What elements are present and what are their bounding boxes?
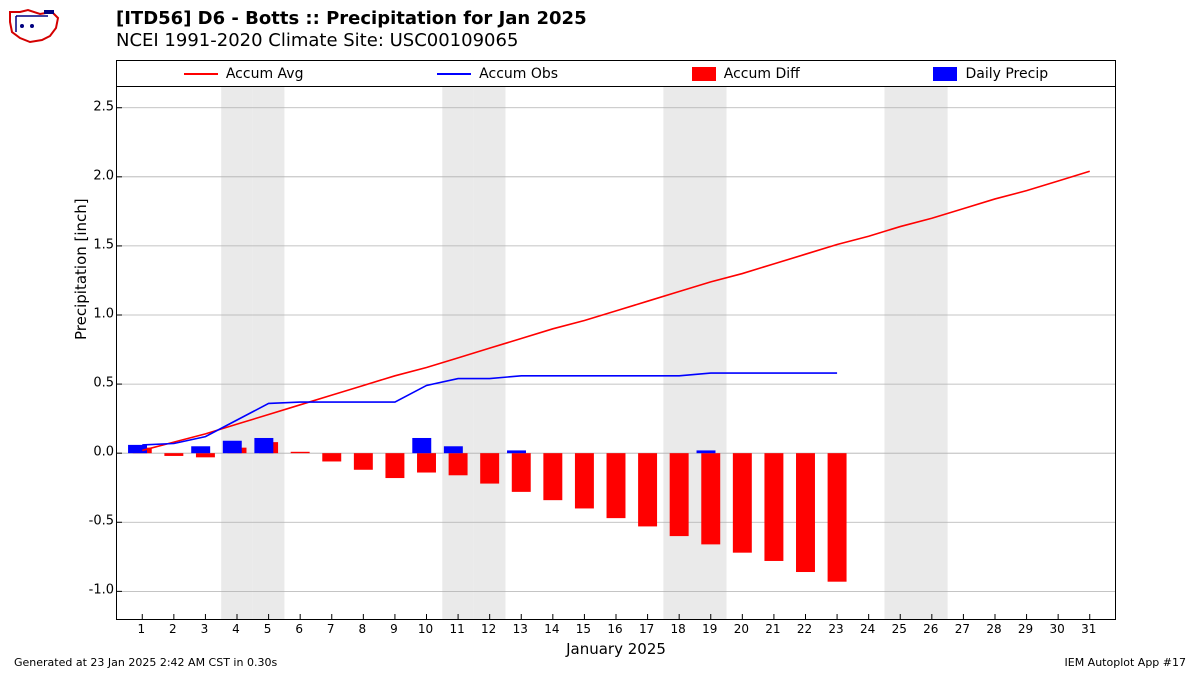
x-tick: 11 (449, 622, 464, 636)
legend-item-daily-precip: Daily Precip (933, 66, 1048, 82)
y-tick-labels: -1.0 -0.5 0.0 0.5 1.0 1.5 2.0 2.5 (76, 86, 114, 618)
x-tick: 2 (169, 622, 177, 636)
x-tick: 5 (264, 622, 272, 636)
y-tick: 0.5 (76, 376, 114, 391)
x-tick: 17 (639, 622, 654, 636)
x-tick: 7 (327, 622, 335, 636)
chart-area: Accum Avg Accum Obs Accum Diff Daily Pre… (116, 60, 1116, 620)
legend-label: Daily Precip (965, 66, 1048, 82)
y-tick: 0.0 (76, 445, 114, 460)
chart-title-line1: [ITD56] D6 - Botts :: Precipitation for … (116, 8, 587, 30)
plot-region (117, 87, 1115, 619)
y-tick: 1.0 (76, 307, 114, 322)
x-tick: 8 (359, 622, 367, 636)
x-tick: 20 (734, 622, 749, 636)
x-tick: 21 (765, 622, 780, 636)
legend-label: Accum Avg (226, 66, 304, 82)
x-tick: 4 (232, 622, 240, 636)
footer-app: IEM Autoplot App #17 (1065, 656, 1187, 669)
footer-generated: Generated at 23 Jan 2025 2:42 AM CST in … (14, 656, 277, 669)
x-tick: 14 (544, 622, 559, 636)
y-tick: 2.0 (76, 168, 114, 183)
x-tick: 28 (986, 622, 1001, 636)
x-tick-labels: 1234567891011121314151617181920212223242… (116, 622, 1116, 638)
chart-title-line2: NCEI 1991-2020 Climate Site: USC00109065 (116, 30, 587, 52)
x-tick: 16 (607, 622, 622, 636)
legend-item-accum-avg: Accum Avg (184, 66, 304, 82)
x-tick: 12 (481, 622, 496, 636)
x-tick: 15 (576, 622, 591, 636)
y-tick: -0.5 (76, 514, 114, 529)
iem-logo (6, 6, 62, 46)
line-swatch (437, 73, 471, 75)
x-tick: 24 (860, 622, 875, 636)
x-tick: 19 (702, 622, 717, 636)
x-tick: 29 (1018, 622, 1033, 636)
x-tick: 30 (1050, 622, 1065, 636)
legend-item-accum-obs: Accum Obs (437, 66, 558, 82)
legend-label: Accum Diff (724, 66, 800, 82)
x-tick: 26 (923, 622, 938, 636)
x-tick: 13 (513, 622, 528, 636)
x-tick: 18 (671, 622, 686, 636)
x-tick: 23 (828, 622, 843, 636)
x-tick: 6 (295, 622, 303, 636)
x-tick: 27 (955, 622, 970, 636)
x-tick: 31 (1081, 622, 1096, 636)
rect-swatch (692, 67, 716, 81)
legend-label: Accum Obs (479, 66, 558, 82)
rect-swatch (933, 67, 957, 81)
x-tick: 9 (390, 622, 398, 636)
legend-item-accum-diff: Accum Diff (692, 66, 800, 82)
y-tick: 1.5 (76, 237, 114, 252)
y-tick: 2.5 (76, 99, 114, 114)
x-tick: 3 (201, 622, 209, 636)
line-swatch (184, 73, 218, 75)
x-tick: 1 (137, 622, 145, 636)
x-tick: 10 (418, 622, 433, 636)
x-tick: 25 (892, 622, 907, 636)
x-tick: 22 (797, 622, 812, 636)
legend: Accum Avg Accum Obs Accum Diff Daily Pre… (117, 61, 1115, 87)
y-tick: -1.0 (76, 583, 114, 598)
